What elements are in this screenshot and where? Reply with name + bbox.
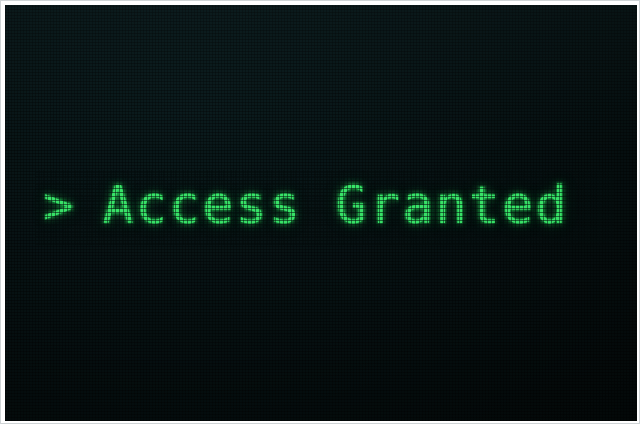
terminal-output-line: > Access Granted xyxy=(43,175,569,237)
prompt-symbol: > xyxy=(43,176,77,236)
access-granted-message: Access Granted xyxy=(102,176,569,236)
terminal-screen: > Access Granted xyxy=(5,5,637,421)
